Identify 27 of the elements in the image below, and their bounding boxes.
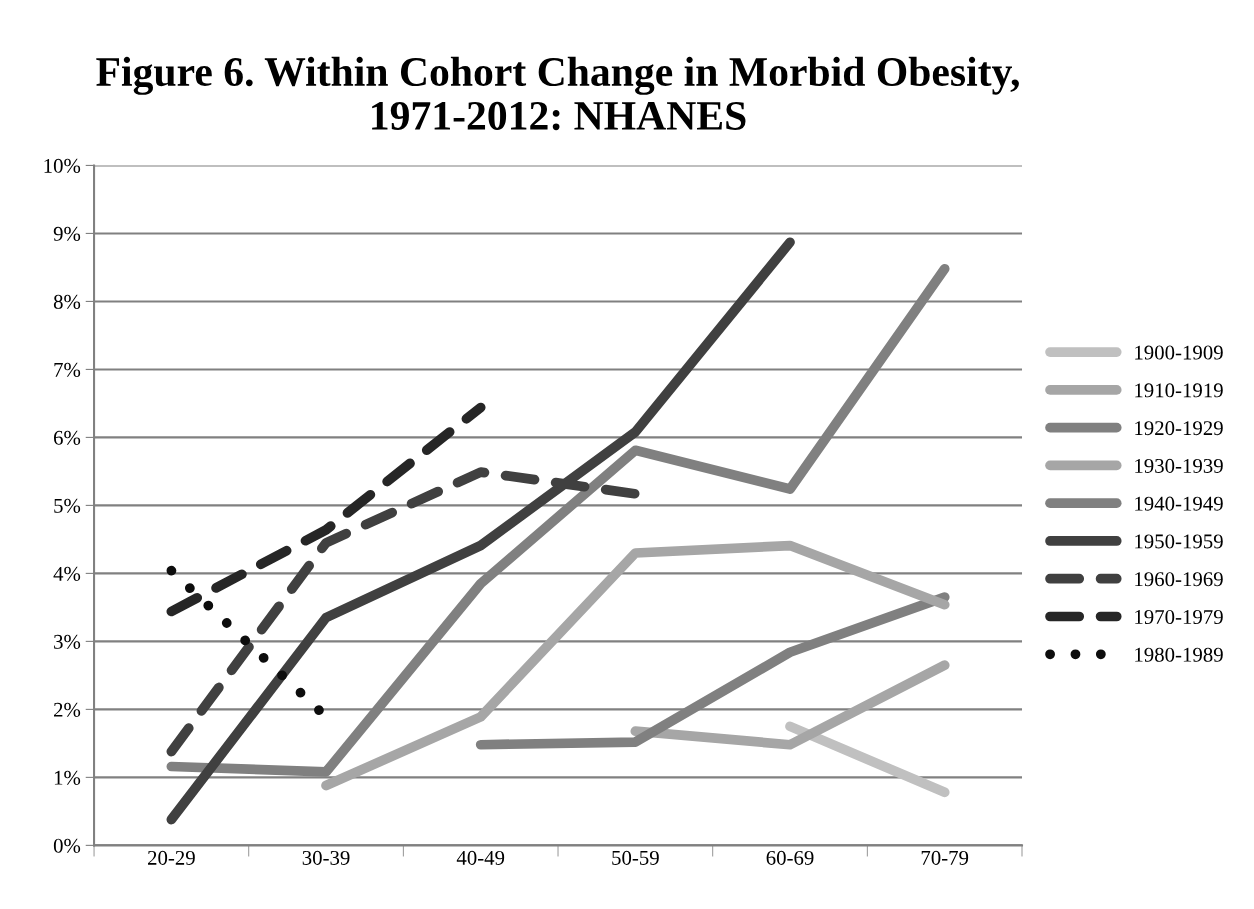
y-tick-label: 2%	[54, 702, 81, 717]
x-tick-label: 30-39	[302, 850, 350, 865]
y-tick-label: 7%	[54, 362, 81, 377]
y-tick-label: 6%	[53, 430, 81, 445]
legend-label: 1930-1939	[1135, 458, 1223, 473]
legend-label: 1940-1949	[1135, 496, 1223, 511]
y-tick-label: 1%	[54, 770, 81, 785]
legend-label: 1920-1929	[1135, 421, 1223, 436]
x-tick-label: 50-59	[612, 850, 659, 865]
chart-title: Figure 6. Within Cohort Change in Morbid Obesity, 1971-2012: NHANES	[96, 56, 1019, 131]
x-tick-label: 70-79	[921, 850, 969, 865]
legend-label: 1910-1919	[1135, 383, 1223, 398]
y-tick-label: 0%	[53, 838, 81, 853]
legend-label: 1960-1969	[1135, 572, 1223, 587]
x-tick-label: 60-69	[766, 850, 814, 865]
y-tick-label: 5%	[54, 498, 81, 513]
y-tick-label: 3%	[54, 634, 81, 649]
x-tick-label: 20-29	[147, 850, 195, 865]
x-tick-label: 40-49	[456, 850, 505, 865]
y-tick-label: 4%	[53, 566, 81, 581]
y-tick-label: 9%	[53, 226, 81, 241]
legend-label: 1980-1989	[1135, 647, 1223, 662]
legend-label: 1950-1959	[1135, 534, 1223, 549]
y-tick-label: 8%	[53, 294, 81, 309]
legend-label: 1970-1979	[1135, 609, 1223, 624]
y-tick-label: 10%	[44, 158, 81, 173]
legend-label: 1900-1909	[1135, 345, 1223, 360]
